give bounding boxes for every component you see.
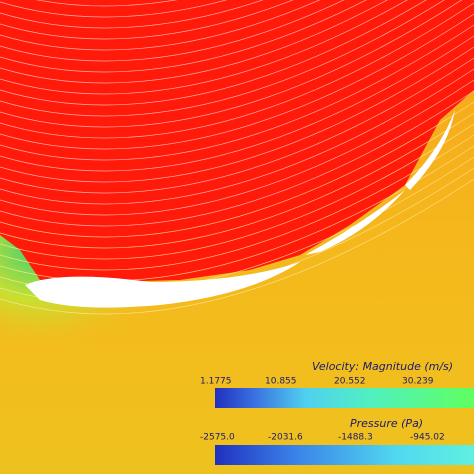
- velocity-tick: 10.855: [265, 377, 297, 387]
- streamline: [0, 0, 463, 128]
- streamline: [0, 68, 474, 205]
- streamline: [0, 0, 294, 40]
- main-element: [25, 262, 300, 308]
- velocity-tick: 1.1775: [200, 377, 232, 387]
- streamline: [0, 0, 345, 62]
- streamline: [0, 0, 408, 95]
- streamline: [0, 0, 264, 29]
- velocity-tick: 20.552: [334, 377, 366, 387]
- streamline: [0, 57, 474, 194]
- pressure-title: Pressure (Pa): [350, 417, 423, 430]
- streamline: [0, 0, 228, 18]
- velocity-tick: 30.239: [402, 377, 434, 387]
- streamline: [0, 35, 474, 172]
- streamline: [0, 0, 427, 106]
- streamline: [0, 79, 474, 216]
- pressure-tick: -1488.3: [338, 433, 373, 443]
- streamline: [35, 0, 178, 7]
- high-velocity-region: [0, 0, 474, 282]
- streamline: [0, 0, 388, 84]
- streamline: [0, 112, 474, 249]
- streamline: [0, 2, 474, 139]
- streamlines: [0, 0, 474, 315]
- streamline: [0, 101, 474, 238]
- streamline: [0, 0, 445, 117]
- streamline: [0, 178, 474, 315]
- streamline: [0, 24, 474, 161]
- streamline: [0, 134, 474, 271]
- pressure-tick: -2031.6: [268, 433, 303, 443]
- flap-2: [405, 110, 455, 190]
- streamline: [0, 46, 474, 183]
- streamline: [0, 123, 474, 260]
- streamline: [0, 0, 321, 51]
- pressure-tick: -2575.0: [200, 433, 235, 443]
- pressure-colorbar: [215, 445, 474, 465]
- pressure-tick: -945.02: [410, 433, 445, 443]
- velocity-title: Velocity: Magnitude (m/s): [312, 360, 453, 373]
- streamline: [0, 90, 474, 227]
- streamline: [0, 0, 367, 73]
- velocity-colorbar: [215, 388, 474, 408]
- streamline: [0, 13, 474, 150]
